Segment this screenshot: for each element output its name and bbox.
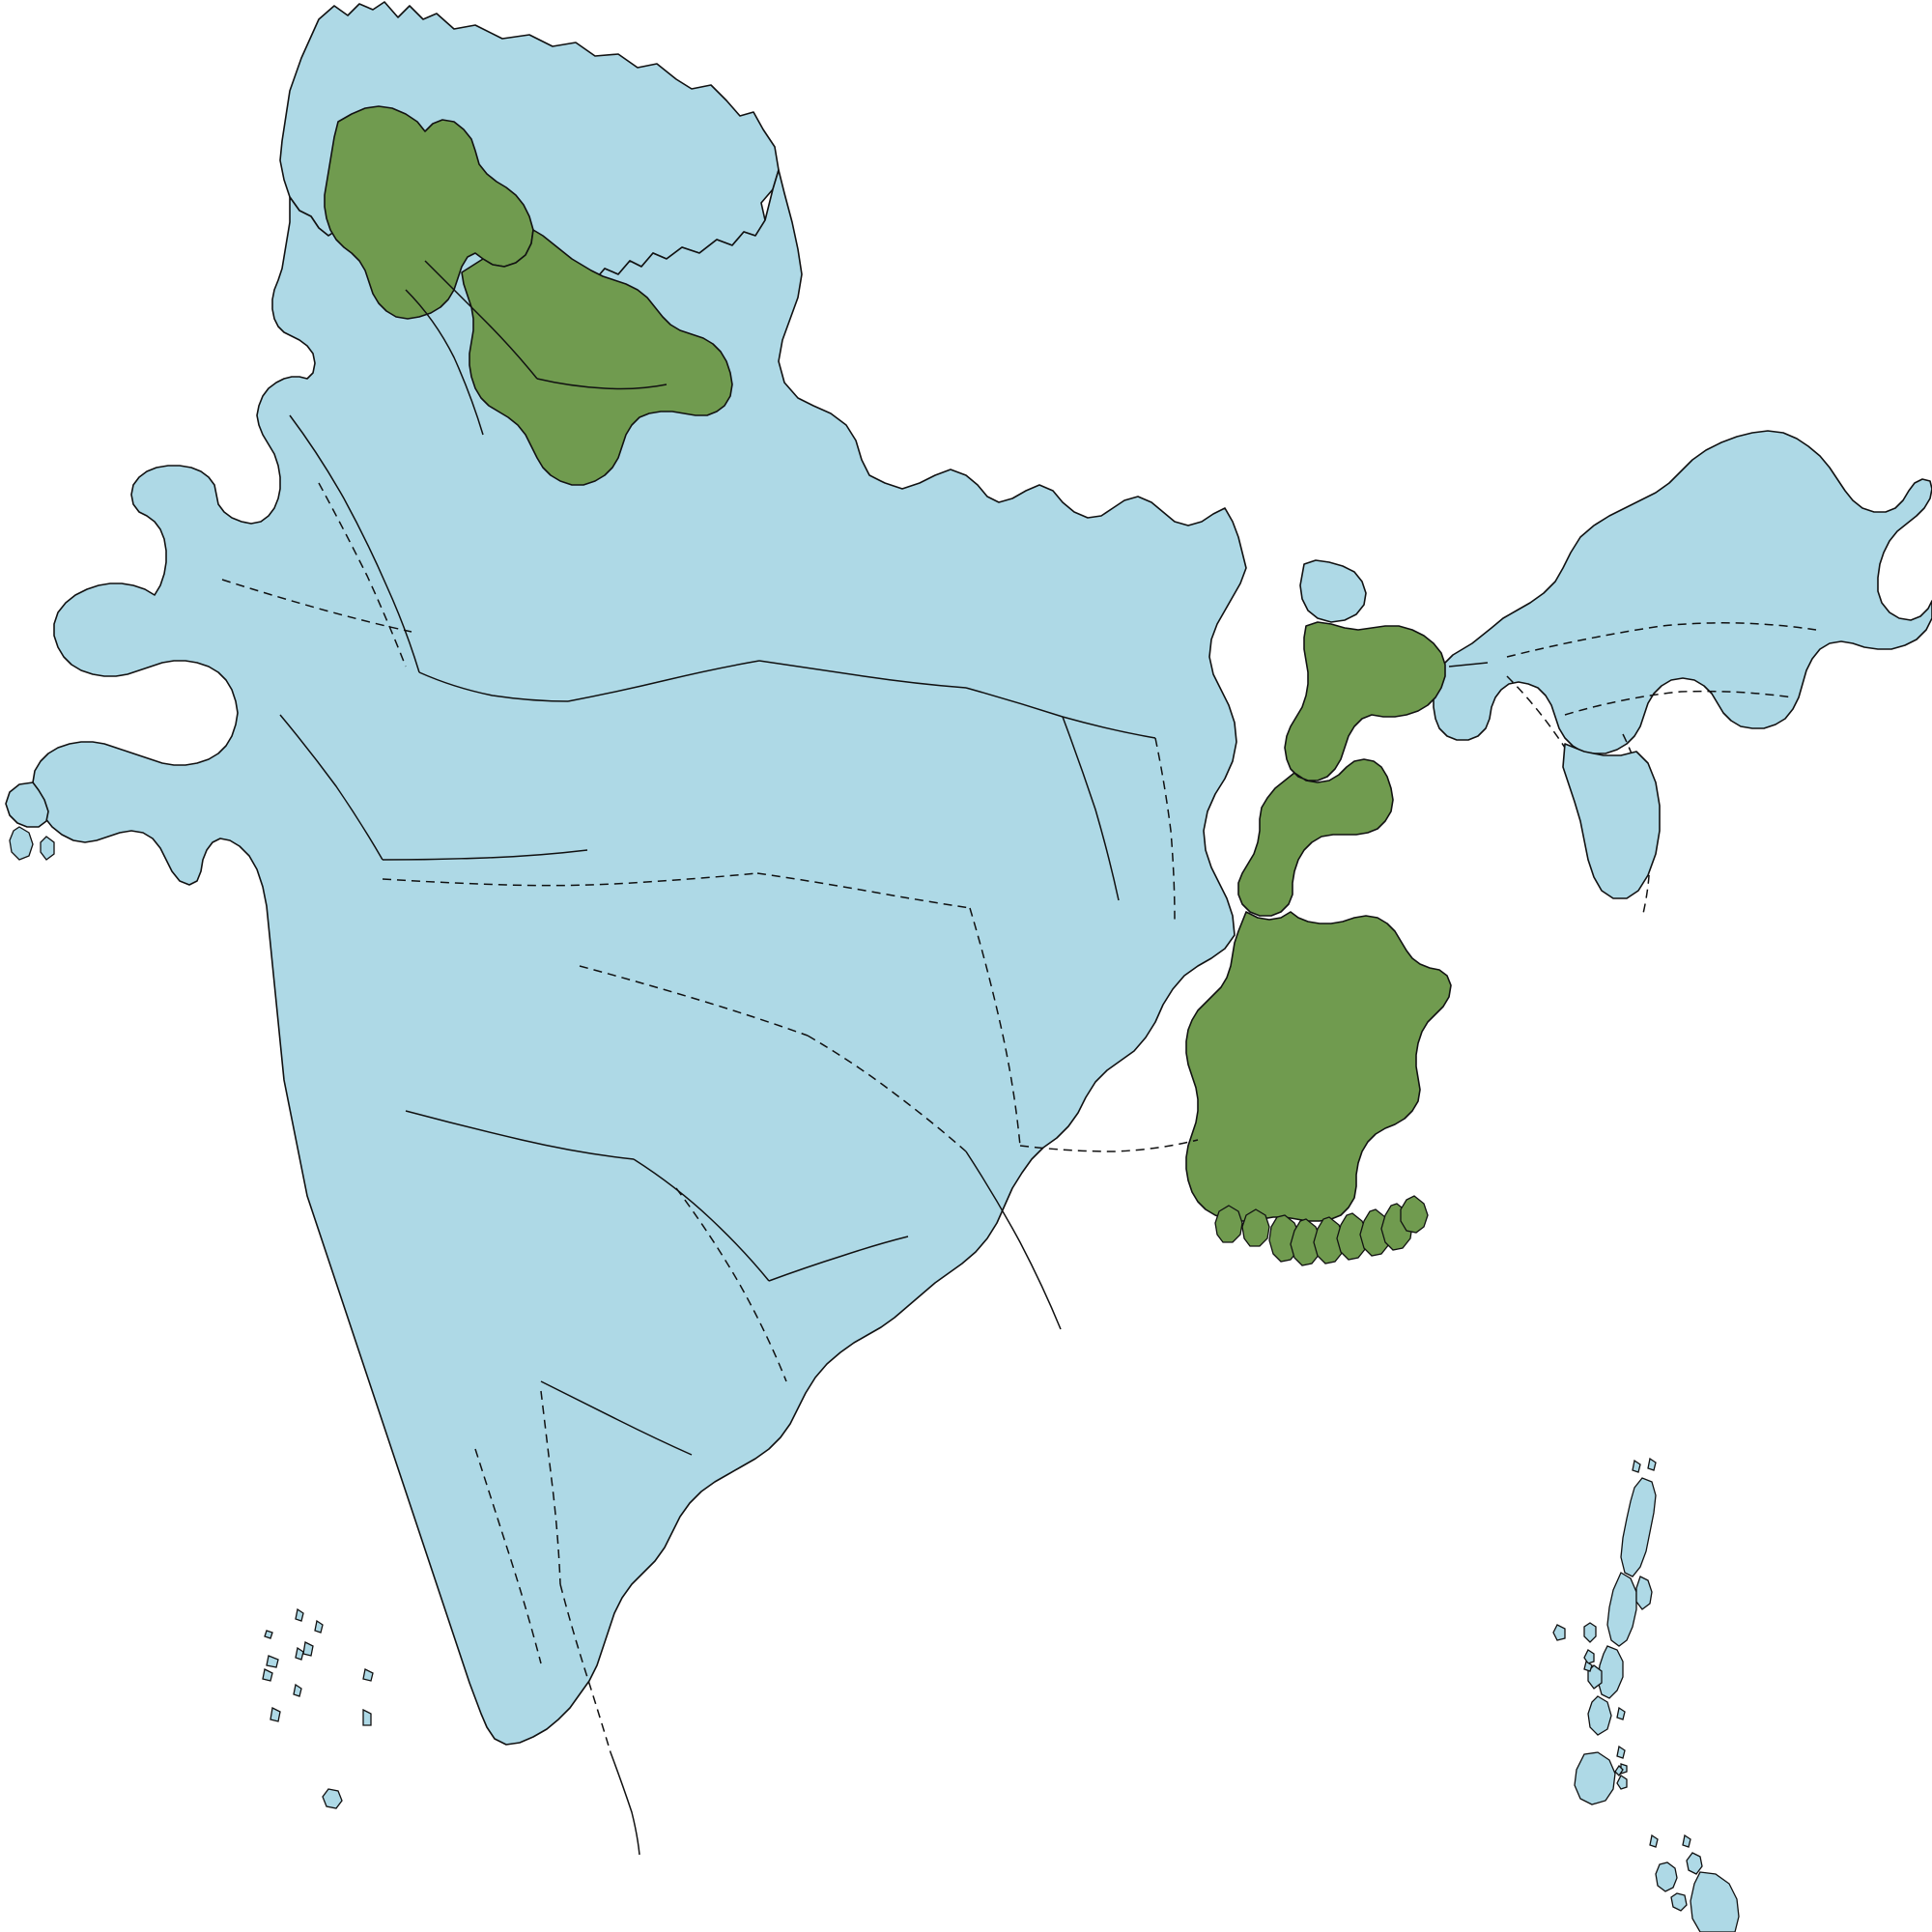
state-gujarat-kutch[interactable] bbox=[5, 781, 49, 828]
lakshadweep-islands-group[interactable] bbox=[262, 1607, 374, 1809]
highlighted-states-group bbox=[324, 105, 1452, 1266]
mainland-body[interactable] bbox=[32, 169, 1247, 1746]
state-himachal-pradesh[interactable] bbox=[324, 105, 534, 320]
brahmaputra-valley-border bbox=[1506, 622, 1817, 658]
state-mizoram-tripura-tail[interactable] bbox=[1562, 743, 1661, 899]
sundarbans-delta-islands[interactable] bbox=[1214, 1195, 1429, 1266]
state-uttarakhand[interactable] bbox=[461, 229, 733, 486]
state-sikkim[interactable] bbox=[1299, 559, 1367, 623]
northeast-state-border-3 bbox=[1506, 675, 1620, 866]
internal-state-borders-group bbox=[221, 260, 1489, 1856]
state-west-bengal[interactable] bbox=[1185, 621, 1452, 1222]
northeast-state-border-1 bbox=[1564, 690, 1794, 716]
andaman-nicobar-islands-group[interactable] bbox=[1552, 1457, 1740, 1932]
coastal-minor-islands-group[interactable] bbox=[9, 826, 55, 861]
northeast-states-block[interactable] bbox=[1433, 430, 1932, 754]
